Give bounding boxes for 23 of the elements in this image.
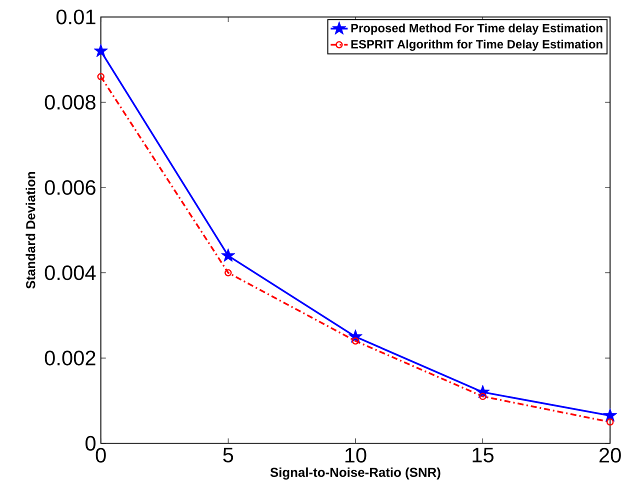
x-tick-label: 10 (345, 448, 366, 463)
legend-label: ESPRIT Algorithm for Time Delay Estimation (351, 40, 602, 51)
y-tick-label: 0.002 (44, 350, 96, 366)
x-tick-label: 20 (600, 448, 621, 463)
point (603, 408, 618, 422)
point (352, 337, 360, 345)
point (97, 72, 104, 80)
y-tick-label: 0.004 (44, 265, 96, 280)
x-tick-label: 5 (223, 448, 234, 462)
point (224, 269, 232, 276)
point (606, 418, 614, 426)
x-tick-label: 0 (96, 448, 106, 463)
y-tick-label: 0.01 (56, 9, 96, 24)
y-tick-label: 0.008 (44, 94, 96, 110)
point (94, 44, 108, 57)
y-tick-label: 0.006 (44, 180, 96, 195)
x-axis-title: Signal-to-Noise-Ratio (SNR) (270, 467, 440, 480)
x-tick-label: 15 (472, 448, 494, 462)
legend-label: Proposed Method For Time delay Estimation (351, 23, 602, 35)
y-tick-label: 0 (86, 436, 96, 451)
point (221, 248, 236, 262)
point (479, 392, 486, 400)
y-axis-title: Standard Deviation (26, 172, 36, 289)
